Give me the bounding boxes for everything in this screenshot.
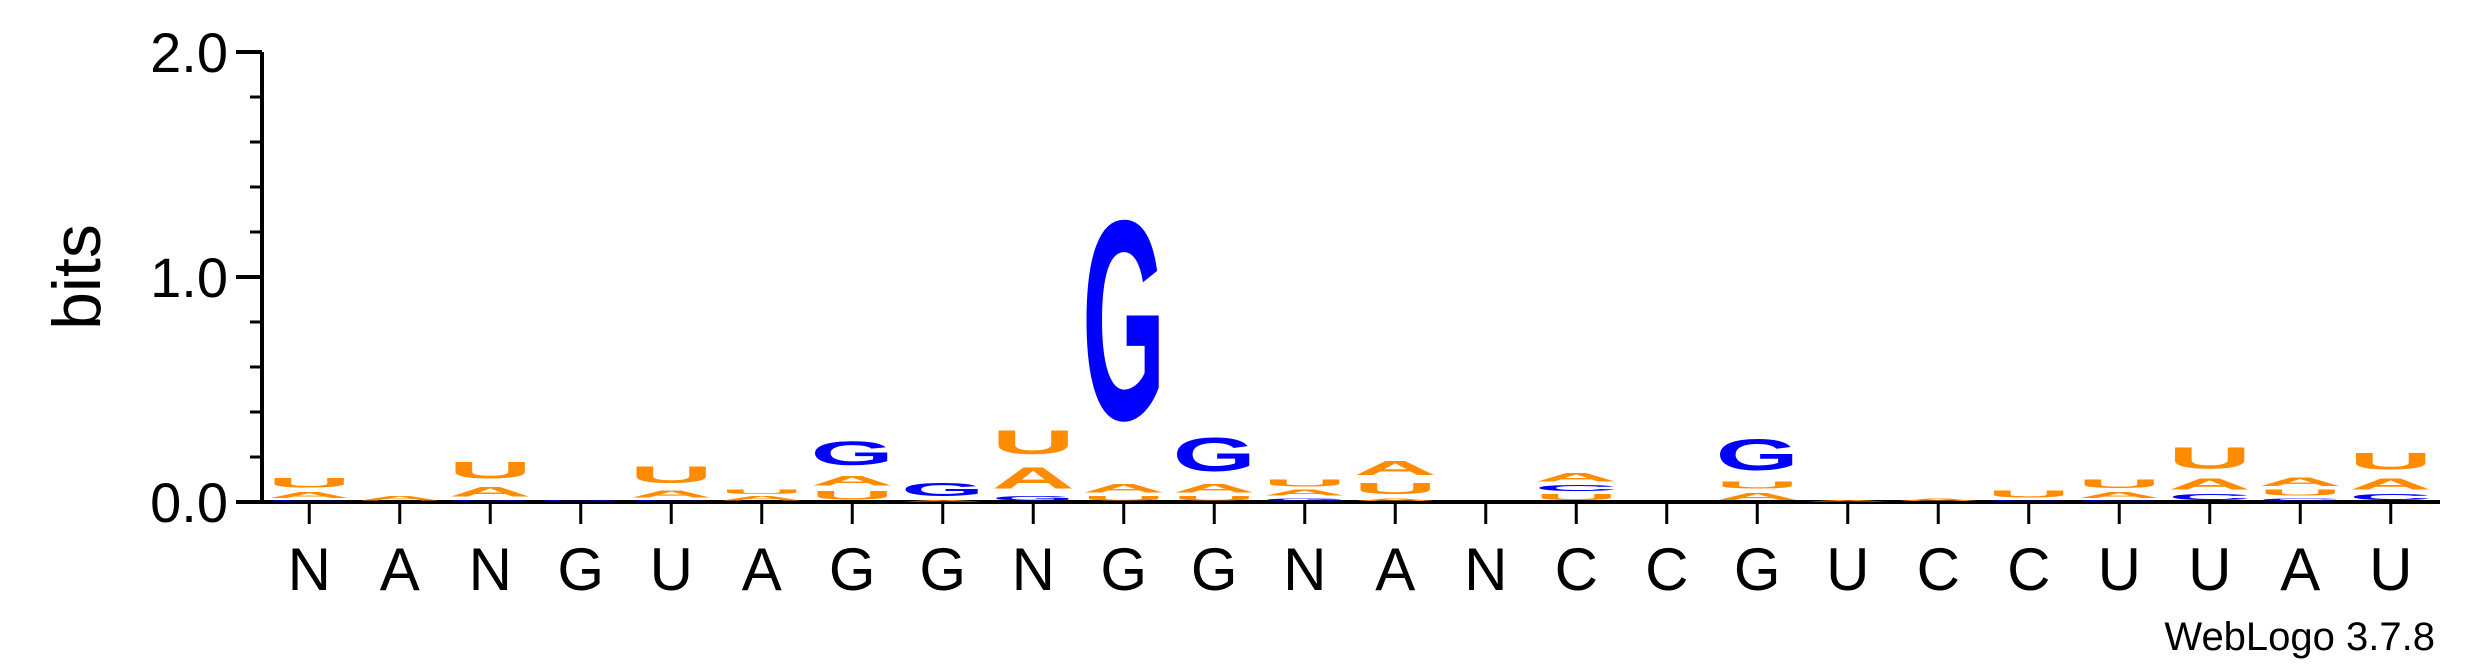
logo-letter-G: G bbox=[1263, 498, 1346, 503]
logo-letter-U: U bbox=[268, 475, 351, 491]
consensus-label: G bbox=[1191, 536, 1238, 603]
weblogo-credit: WebLogo 3.7.8 bbox=[2164, 615, 2435, 659]
logo-letter-U: U bbox=[1354, 480, 1437, 498]
consensus-label: U bbox=[650, 536, 693, 603]
y-tick-label: 2.0 bbox=[150, 21, 228, 84]
logo-letter-C: C bbox=[1535, 484, 1618, 493]
logo-letter-A: A bbox=[2349, 475, 2432, 493]
consensus-label: N bbox=[1464, 536, 1507, 603]
logo-letter-A: A bbox=[630, 489, 713, 500]
consensus-label: U bbox=[2098, 536, 2141, 603]
y-ticks: 0.0 1.0 2.0 bbox=[150, 21, 262, 534]
logo-letter-A: A bbox=[992, 461, 1075, 495]
consensus-label: A bbox=[380, 536, 420, 603]
consensus-label: N bbox=[1012, 536, 1055, 603]
consensus-label: N bbox=[288, 536, 331, 603]
logo-letter-U: U bbox=[1082, 495, 1165, 502]
logo-letter-U: U bbox=[630, 461, 713, 488]
logo-letter-C: C bbox=[630, 500, 713, 502]
logo-letter-G: G bbox=[992, 495, 1075, 502]
consensus-label: N bbox=[469, 536, 512, 603]
logo-letter-U: U bbox=[811, 489, 894, 502]
consensus-label: C bbox=[1917, 536, 1960, 603]
logo-letter-U: U bbox=[2168, 441, 2251, 475]
logo-letter-U: U bbox=[2349, 448, 2432, 475]
logo-letter-A: A bbox=[449, 484, 532, 500]
logo-letter-U: U bbox=[1716, 480, 1799, 491]
consensus-label: A bbox=[2280, 536, 2320, 603]
logo-letter-C: C bbox=[2168, 493, 2251, 502]
consensus-label: U bbox=[2188, 536, 2231, 603]
logo-letter-A: A bbox=[1173, 482, 1256, 495]
logo-letter-G: G bbox=[1173, 428, 1256, 482]
logo-letter-U: U bbox=[1263, 477, 1346, 488]
logo-letter-G: G bbox=[1716, 430, 1799, 479]
logo-letter-G: G bbox=[901, 480, 984, 500]
logo-letter-A: A bbox=[1806, 500, 1889, 502]
logo-letter-A: A bbox=[1354, 498, 1437, 502]
consensus-label: N bbox=[1283, 536, 1326, 603]
logo-letter-U: U bbox=[992, 423, 1075, 461]
consensus-label: U bbox=[2369, 536, 2412, 603]
logo-letter-A: A bbox=[268, 491, 351, 500]
consensus-label: C bbox=[1645, 536, 1688, 603]
consensus-label: G bbox=[919, 536, 966, 603]
consensus-label: G bbox=[829, 536, 876, 603]
logo-letter-A: A bbox=[1897, 498, 1980, 502]
consensus-label: G bbox=[1734, 536, 1781, 603]
logo-letter-A: A bbox=[1535, 471, 1618, 484]
logo-letter-A: A bbox=[720, 495, 803, 502]
logo-letter-C: C bbox=[1987, 500, 2070, 502]
logo-letter-A: A bbox=[2259, 475, 2342, 488]
logo-letter-A: A bbox=[901, 500, 984, 502]
logo-letter-A: A bbox=[358, 495, 441, 502]
y-tick-label: 1.0 bbox=[150, 246, 228, 309]
logo-letter-C: C bbox=[268, 500, 351, 502]
logo-letter-C: C bbox=[2078, 500, 2161, 502]
logo-letter-C: C bbox=[2349, 493, 2432, 502]
consensus-label: G bbox=[557, 536, 604, 603]
y-tick-label: 0.0 bbox=[150, 471, 228, 534]
logo-letter-A: A bbox=[2078, 491, 2161, 500]
consensus-label: A bbox=[742, 536, 782, 603]
consensus-label: G bbox=[1100, 536, 1147, 603]
logo-letter-U: U bbox=[720, 489, 803, 496]
y-axis-label: bits bbox=[39, 224, 115, 330]
logo-letter-U: U bbox=[449, 457, 532, 484]
logo-letter-U: U bbox=[2078, 477, 2161, 490]
logo-letter-U: U bbox=[2259, 489, 2342, 498]
logo-letter-A: A bbox=[1354, 457, 1437, 480]
logo-letter-U: U bbox=[1173, 495, 1256, 502]
axes bbox=[260, 52, 2440, 504]
logo-letter-U: U bbox=[1987, 489, 2070, 500]
logo-letter-G: G bbox=[539, 500, 622, 502]
logo-letter-A: A bbox=[1263, 489, 1346, 498]
consensus-label: C bbox=[2007, 536, 2050, 603]
consensus-label: C bbox=[1555, 536, 1598, 603]
logo-letter-A: A bbox=[811, 473, 894, 489]
logo-letter-G: G bbox=[1082, 161, 1165, 480]
logo-letter-G: G bbox=[811, 434, 894, 472]
logo-letter-A: A bbox=[2168, 475, 2251, 493]
logo-letter-U: U bbox=[1535, 493, 1618, 502]
consensus-label: U bbox=[1826, 536, 1869, 603]
logo-letter-G: G bbox=[449, 500, 532, 502]
logo-letter-C: C bbox=[2259, 498, 2342, 502]
logo-letter-A: A bbox=[1082, 482, 1165, 495]
logo-letter-A: A bbox=[1716, 491, 1799, 502]
consensus-label: A bbox=[1375, 536, 1415, 603]
